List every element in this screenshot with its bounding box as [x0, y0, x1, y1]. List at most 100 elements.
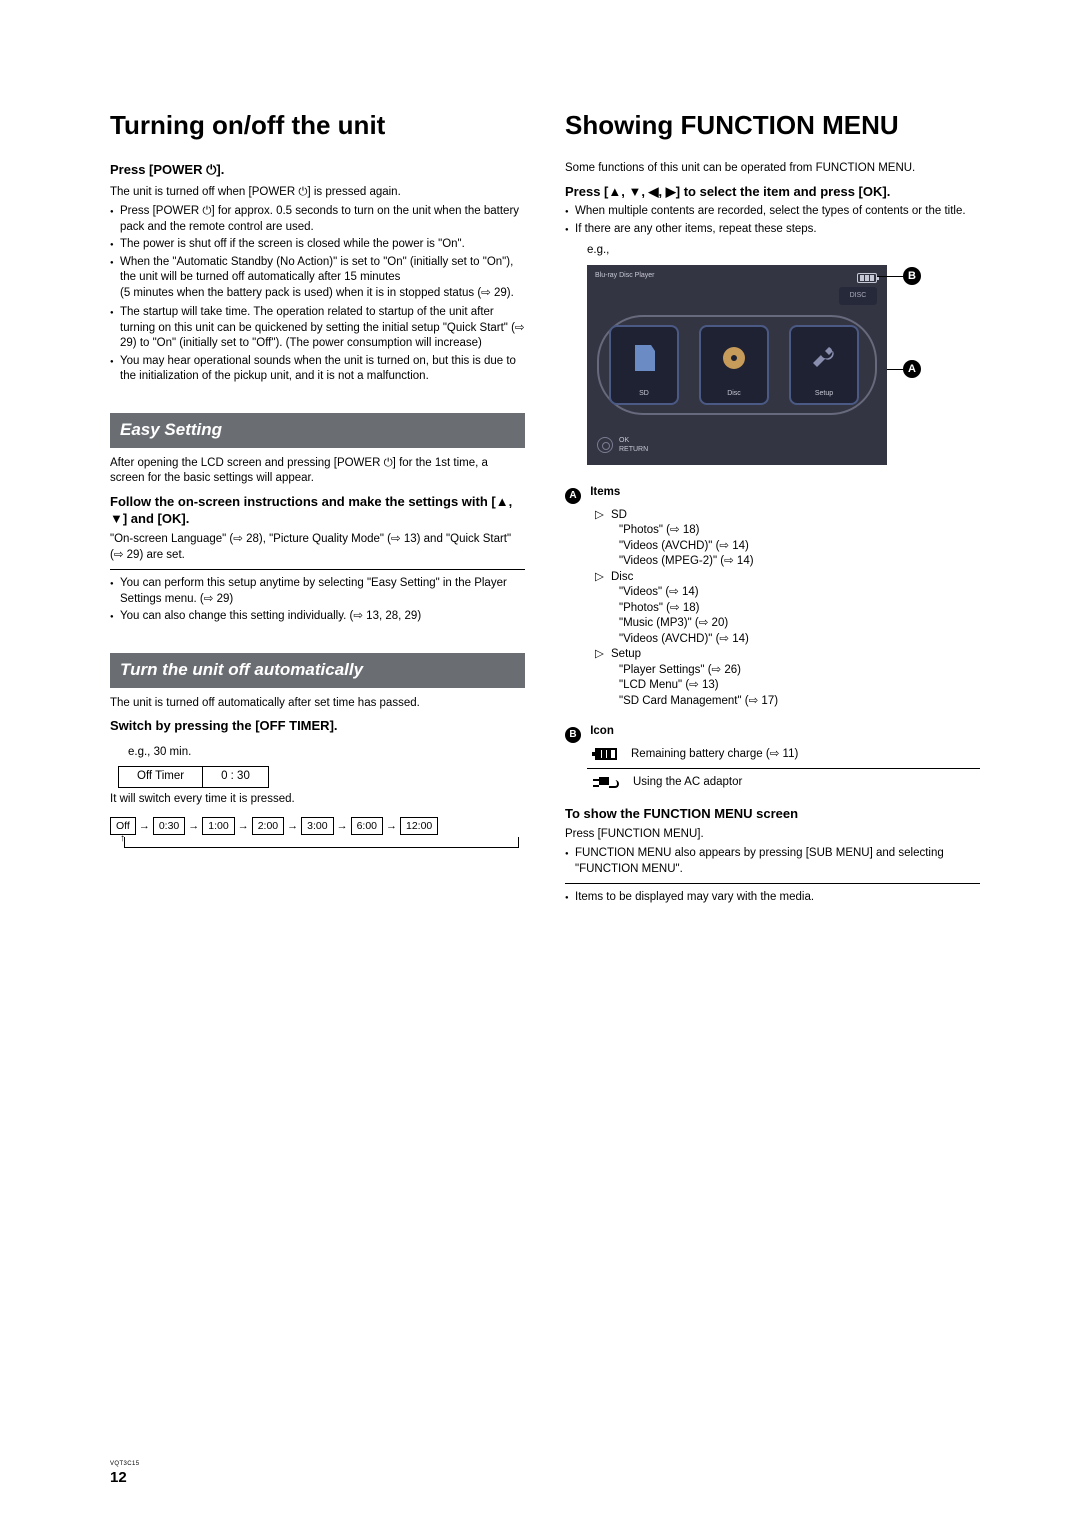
bullet-item: When the "Automatic Standby (No Action)"…	[110, 255, 525, 302]
item-sd-sub: "Photos" (⇨ 18)	[619, 523, 980, 539]
page-number: 12	[110, 1468, 139, 1488]
bullet-item: FUNCTION MENU also appears by pressing […	[565, 846, 980, 877]
arrow-icon: →	[238, 819, 249, 834]
timer-sequence: Off → 0:30 → 1:00 → 2:00 → 3:00 → 6:00 →…	[110, 817, 525, 835]
fm-eg-label: e.g.,	[587, 243, 980, 259]
ac-adaptor-icon	[593, 775, 619, 791]
easy-setting-bar: Easy Setting	[110, 413, 525, 448]
timer-loop-line: ↑	[110, 835, 525, 849]
callout-a-line	[887, 369, 903, 370]
timer-step: 2:00	[252, 817, 284, 835]
auto-off-switch: Switch by pressing the [OFF TIMER].	[110, 717, 525, 735]
item-sd-sub: "Videos (MPEG-2)" (⇨ 14)	[619, 554, 980, 570]
item-disc-sub: "Photos" (⇨ 18)	[619, 601, 980, 617]
icon-batt-text: Remaining battery charge (⇨ 11)	[631, 747, 798, 763]
wrench-icon	[809, 343, 839, 373]
icon-heading: B Icon	[565, 724, 980, 743]
timer-step: 3:00	[301, 817, 333, 835]
fm-screen: Blu-ray Disc Player DISC SD Disc	[587, 265, 887, 465]
bullet-item: You can also change this setting individ…	[110, 609, 525, 625]
callout-b-line	[877, 276, 903, 277]
fm-tile-setup: Setup	[789, 325, 859, 405]
easy-setting-instructions: Follow the on-screen instructions and ma…	[110, 493, 525, 528]
bullet-item: When multiple contents are recorded, sel…	[565, 204, 980, 220]
icon-label: Icon	[590, 725, 614, 737]
bullet-item: You can perform this setup anytime by se…	[110, 576, 525, 607]
show-fm-p: Press [FUNCTION MENU].	[565, 827, 980, 843]
easy-setting-p1: After opening the LCD screen and pressin…	[110, 456, 525, 487]
easy-setting-notes: You can perform this setup anytime by se…	[110, 576, 525, 625]
item-setup: ▷Setup	[595, 647, 980, 663]
bullet-list-power: Press [POWER ⏻] for approx. 0.5 seconds …	[110, 204, 525, 385]
divider	[110, 569, 525, 570]
arrow-icon: →	[287, 819, 298, 834]
auto-off-bar: Turn the unit off automatically	[110, 653, 525, 688]
arrow-icon: →	[188, 819, 199, 834]
icon-row-battery: Remaining battery charge (⇨ 11)	[591, 747, 980, 763]
item-head: Setup	[611, 648, 641, 660]
bullet-item: The power is shut off if the screen is c…	[110, 237, 525, 253]
fm-ok-return: OK RETURN	[597, 436, 648, 455]
item-sd: ▷SD	[595, 508, 980, 524]
item-disc-sub: "Videos" (⇨ 14)	[619, 585, 980, 601]
fm-tile-sd: SD	[609, 325, 679, 405]
item-setup-sub: "LCD Menu" (⇨ 13)	[619, 678, 980, 694]
footer-code: VQT3C15	[110, 1460, 139, 1468]
arrow-icon: →	[139, 819, 150, 834]
item-disc-sub: "Music (MP3)" (⇨ 20)	[619, 616, 980, 632]
disc-icon	[719, 343, 749, 373]
page: Turning on/off the unit Press [POWER ⏻].…	[0, 0, 1080, 1528]
item-setup-sub: "SD Card Management" (⇨ 17)	[619, 694, 980, 710]
fm-disc-label: DISC	[839, 287, 877, 305]
bullet-item: You may hear operational sounds when the…	[110, 354, 525, 385]
bullet-item: The startup will take time. The operatio…	[110, 305, 525, 352]
auto-off-p1: The unit is turned off automatically aft…	[110, 696, 525, 712]
dpad-icon	[597, 437, 613, 453]
callout-b: B	[903, 267, 921, 285]
timer-step: 1:00	[202, 817, 234, 835]
arrow-icon: →	[386, 819, 397, 834]
fm-tile-disc: Disc	[699, 325, 769, 405]
show-fm-heading: To show the FUNCTION MENU screen	[565, 805, 980, 823]
fm-intro: Some functions of this unit can be opera…	[565, 161, 980, 177]
divider	[587, 768, 980, 769]
item-sd-sub: "Videos (AVCHD)" (⇨ 14)	[619, 539, 980, 555]
title-turning-on-off: Turning on/off the unit	[110, 110, 525, 141]
fm-tile-label: Disc	[701, 389, 767, 398]
battery-charge-icon	[595, 748, 617, 760]
fm-tile-label: SD	[611, 389, 677, 398]
footer: VQT3C15 12	[110, 1460, 139, 1488]
right-column: Showing FUNCTION MENU Some functions of …	[565, 110, 980, 912]
items-heading: A Items	[565, 485, 980, 504]
off-timer-table: Off Timer 0 : 30	[118, 766, 269, 788]
fm-player-label: Blu-ray Disc Player	[595, 271, 655, 280]
callout-b-marker: B	[565, 727, 581, 743]
fm-return-label: RETURN	[619, 445, 648, 454]
function-menu-screenshot: Blu-ray Disc Player DISC SD Disc	[587, 265, 917, 475]
bullet-item: Press [POWER ⏻] for approx. 0.5 seconds …	[110, 204, 525, 235]
divider	[565, 883, 980, 884]
left-column: Turning on/off the unit Press [POWER ⏻].…	[110, 110, 525, 912]
bullet-subtext: (5 minutes when the battery pack is used…	[120, 286, 525, 302]
timer-step: 6:00	[351, 817, 383, 835]
sd-card-icon	[629, 343, 659, 373]
items-list: ▷SD "Photos" (⇨ 18) "Videos (AVCHD)" (⇨ …	[595, 508, 980, 710]
bullet-text: When the "Automatic Standby (No Action)"…	[120, 256, 513, 284]
callout-a-marker: A	[565, 488, 581, 504]
item-head: Disc	[611, 571, 633, 583]
press-power-heading: Press [POWER ⏻].	[110, 161, 525, 179]
fm-tiles: SD Disc Setup	[609, 325, 859, 405]
off-timer-value: 0 : 30	[203, 767, 269, 788]
timer-step: 12:00	[400, 817, 438, 835]
timer-step: 0:30	[153, 817, 185, 835]
item-disc-sub: "Videos (AVCHD)" (⇨ 14)	[619, 632, 980, 648]
callout-a: A	[903, 360, 921, 378]
title-function-menu: Showing FUNCTION MENU	[565, 110, 980, 141]
loop-arrow-icon: ↑	[120, 832, 125, 846]
fm-bullets: When multiple contents are recorded, sel…	[565, 204, 980, 237]
battery-icon	[857, 273, 877, 283]
items-label: Items	[590, 486, 620, 498]
bullet-item: Items to be displayed may vary with the …	[565, 890, 980, 906]
auto-off-p2: It will switch every time it is pressed.	[110, 792, 525, 808]
show-fm-block: To show the FUNCTION MENU screen Press […	[565, 805, 980, 877]
